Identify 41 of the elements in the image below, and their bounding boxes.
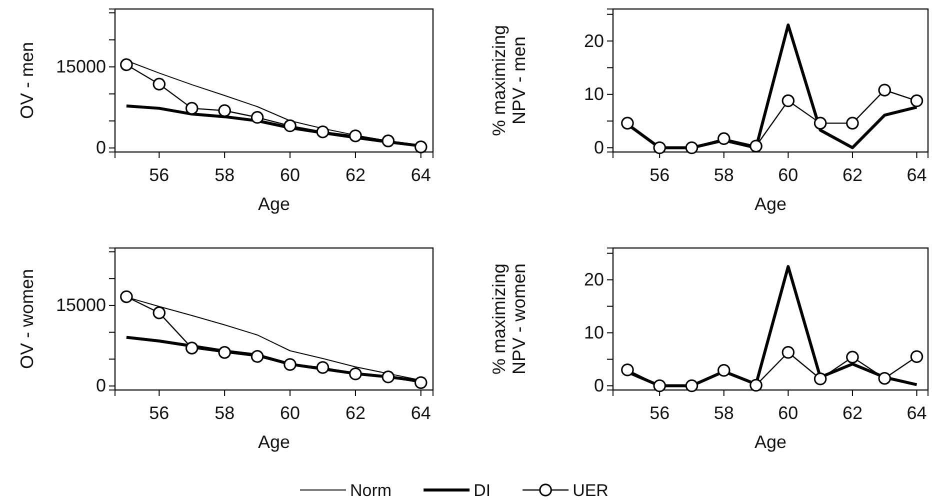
x-tick-label: 56 xyxy=(149,164,170,185)
y-axis-title: % maximizing NPV - men xyxy=(489,24,529,136)
x-tick-label: 62 xyxy=(345,164,366,185)
x-axis-title: Age xyxy=(754,194,787,214)
y-tick-label: 0 xyxy=(594,376,604,396)
x-tick-label: 62 xyxy=(345,402,366,423)
x-tick-label: 64 xyxy=(906,164,927,185)
x-axis-title: Age xyxy=(754,432,787,452)
x-tick-label: 58 xyxy=(714,402,734,423)
x-tick-label: 58 xyxy=(714,164,734,185)
x-tick-label: 56 xyxy=(149,402,170,423)
legend-label: UER xyxy=(572,481,608,500)
x-tick-label: 64 xyxy=(410,402,431,423)
y-tick-label: 0 xyxy=(96,376,106,396)
y-tick-label: 10 xyxy=(584,322,604,343)
x-axis-title: Age xyxy=(258,432,290,452)
x-tick-label: 60 xyxy=(280,402,300,423)
x-tick-label: 60 xyxy=(778,164,798,185)
x-tick-label: 64 xyxy=(410,164,431,185)
y-tick-label: 15000 xyxy=(56,56,106,77)
y-tick-label: 20 xyxy=(584,270,604,290)
legend-label: Norm xyxy=(350,481,392,500)
y-tick-label: 10 xyxy=(584,84,604,104)
y-tick-label: 20 xyxy=(584,30,604,51)
x-tick-label: 60 xyxy=(280,164,300,185)
x-tick-label: 64 xyxy=(906,402,927,423)
x-tick-label: 56 xyxy=(650,402,670,423)
y-tick-label: 0 xyxy=(96,138,106,158)
legend-label: DI xyxy=(474,481,491,500)
y-tick-label: 0 xyxy=(594,137,604,158)
y-axis-title: OV - men xyxy=(17,42,37,120)
x-tick-label: 60 xyxy=(778,402,798,423)
x-tick-label: 62 xyxy=(842,164,862,185)
y-axis-title: % maximizing NPV - women xyxy=(489,263,529,375)
y-tick-label: 15000 xyxy=(56,295,106,316)
x-tick-label: 62 xyxy=(842,402,862,423)
x-tick-label: 58 xyxy=(214,164,235,185)
x-axis-title: Age xyxy=(258,194,290,214)
x-tick-label: 56 xyxy=(650,164,670,185)
x-tick-label: 58 xyxy=(214,402,235,423)
y-axis-title: OV - women xyxy=(17,268,37,370)
